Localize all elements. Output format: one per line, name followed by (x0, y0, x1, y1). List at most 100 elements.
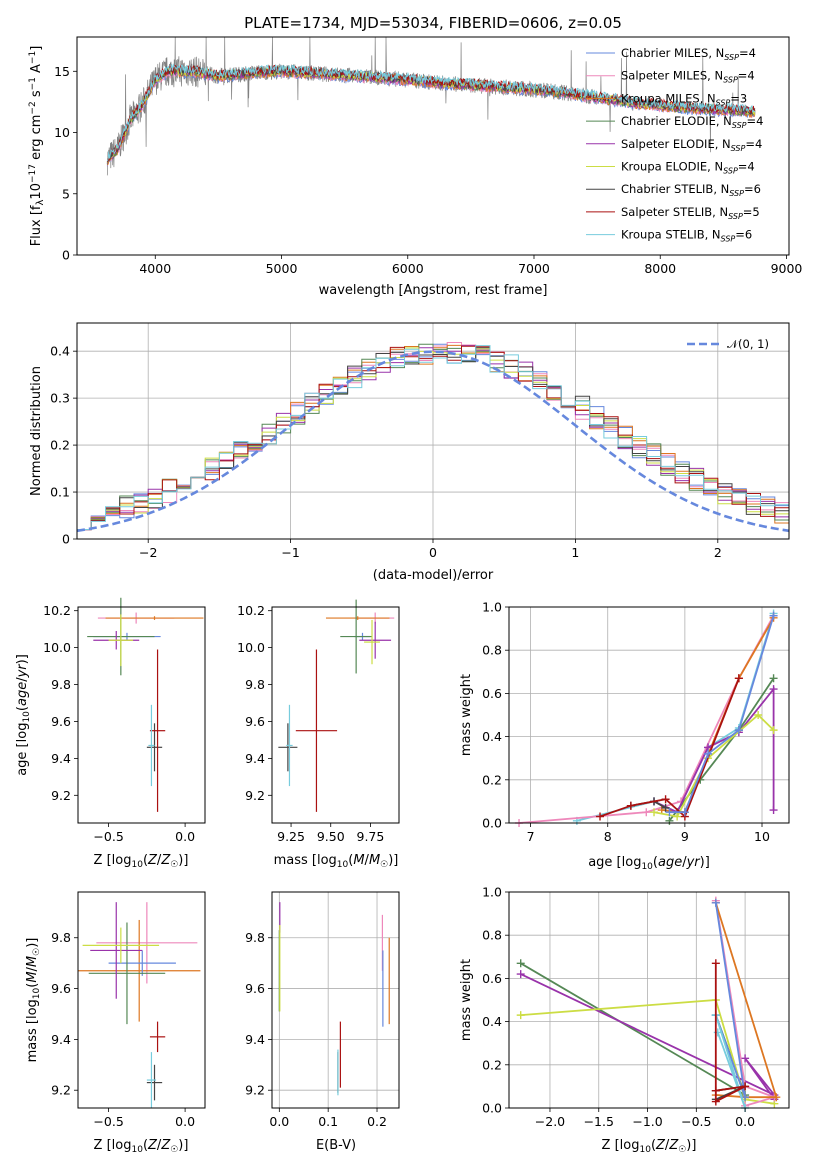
mass-weight-marker (596, 812, 605, 821)
mass-weight-vs-Z-ytick-label: 0.4 (482, 1014, 502, 1029)
spectrum-legend-label: Chabrier STELIB, NSSP=6 (621, 182, 761, 198)
mass-vs-EBV-ytick-label: 9.8 (245, 930, 265, 945)
spectrum-ytick-label: 10 (54, 125, 70, 140)
age-vs-mass-xtick-label: 9.75 (357, 829, 385, 844)
residuals-panel: −2 −1 0 1 2 0 0.1 0.2 0.3 0.4 𝒩(0, 1) (data-model… (29, 322, 790, 583)
mass-weight-marker (673, 812, 682, 821)
errorbar-point (105, 616, 204, 620)
mass-weight-marker (680, 808, 689, 817)
residuals-xtick-label: 2 (714, 545, 722, 560)
mass-weight-vs-Z-ytick-label: 0.8 (482, 928, 502, 943)
mass-weight-marker (650, 808, 659, 817)
spectrum-legend-label: Kroupa ELODIE, NSSP=4 (621, 160, 755, 176)
errorbar-point (295, 649, 338, 812)
mass-weight-marker (754, 711, 763, 719)
mass-weight-vs-age-ytick-label: 0.4 (482, 729, 502, 744)
mass-weight-vs-age-ytick-label: 0.6 (482, 686, 502, 701)
mass-weight-vs-Z-ytick-label: 0.6 (482, 971, 502, 986)
mass-weight-marker (516, 1011, 525, 1020)
mass-weight-marker (665, 808, 674, 817)
mass-weight-marker (711, 1086, 720, 1095)
mass-weight-vs-Z-xtick-label: −1.0 (632, 1114, 662, 1129)
residuals-ytick-label: 0.3 (50, 391, 70, 406)
mass-weight-marker (665, 816, 674, 825)
age-vs-Z-ylabel: age [log10(age/yr)] (15, 654, 32, 776)
errorbar-point (82, 927, 160, 964)
mass-vs-EBV-ytick-label: 9.2 (245, 1083, 265, 1098)
mass-weight-vs-age-ylabel: mass weight (459, 674, 474, 756)
spectrum-legend-label: Salpeter STELIB, NSSP=5 (621, 205, 760, 221)
spectrum-xtick-label: 7000 (518, 261, 550, 276)
spectrum-legend-label: Salpeter ELODIE, NSSP=4 (621, 137, 762, 153)
errorbar-point (108, 950, 176, 976)
mass-weight-marker (769, 674, 778, 683)
errorbar-point (149, 1021, 166, 1053)
normal-curve (76, 350, 790, 533)
age-vs-Z-ytick-label: 9.4 (51, 751, 71, 766)
mass-weight-marker (516, 970, 525, 979)
residuals-ytick-label: 0.4 (50, 344, 70, 359)
mass-weight-marker (769, 611, 778, 620)
mass-weight-vs-Z-ytick-label: 0.0 (482, 1101, 502, 1116)
age-vs-mass-xtick-label: 9.50 (317, 829, 345, 844)
spectrum-panel: 4000 5000 6000 7000 8000 9000 0 5 10 15 Chabrier … (28, 36, 803, 298)
age-vs-Z-xtick-label: −0.5 (93, 829, 123, 844)
mass-vs-Z-ylabel: mass [log10(M/M☉)] (25, 938, 42, 1063)
mass-vs-Z-xlabel: Z [log10(Z/Z☉)] (94, 1138, 189, 1155)
spectrum-xtick-label: 9000 (771, 261, 803, 276)
age-vs-mass-ytick-label: 9.2 (245, 788, 265, 803)
mass-weight-marker (711, 1097, 720, 1106)
mass-weight-marker (516, 959, 525, 968)
mass-weight-vs-age-ytick-label: 0.0 (482, 816, 502, 831)
residuals-ytick-label: 0.1 (50, 485, 70, 500)
mass-weight-marker (661, 803, 670, 812)
mass-weight-vs-Z-panel: −2.0 −1.5 −1.0 −0.5 0.0 0.0 0.2 0.4 0.6 0.8 1.0 Z … (459, 885, 790, 1155)
age-vs-Z-ytick-label: 9.8 (51, 677, 71, 692)
mass-weight-vs-Z-ytick-label: 0.2 (482, 1057, 502, 1072)
mass-weight-vs-age-ytick-label: 1.0 (482, 600, 502, 615)
mass-weight-vs-Z-ytick-label: 1.0 (482, 885, 502, 900)
mass-weight-marker (769, 806, 778, 815)
mass-vs-EBV-ytick-label: 9.6 (245, 981, 265, 996)
errorbar-point (325, 616, 390, 620)
spectrum-frame (76, 36, 790, 256)
mass-vs-Z-frame (77, 891, 206, 1109)
mass-weight-vs-Z-xtick-label: −2.0 (535, 1114, 565, 1129)
residuals-ytick-label: 0 (62, 532, 70, 547)
mass-vs-EBV-panel: 0.0 0.1 0.2 9.2 9.4 9.6 9.8 E(B-V) (245, 891, 400, 1153)
age-vs-mass-frame (271, 606, 400, 824)
mass-weight-vs-age-ytick-label: 0.8 (482, 643, 502, 658)
errorbar-point (88, 922, 166, 1025)
age-vs-Z-xtick-label: 0.0 (175, 829, 195, 844)
mass-vs-EBV-frame (271, 891, 400, 1109)
age-vs-mass-ytick-label: 9.8 (245, 677, 265, 692)
errorbar-point (146, 723, 163, 772)
mass-vs-Z-ytick-label: 9.8 (51, 930, 71, 945)
age-vs-mass-ytick-label: 9.4 (245, 751, 265, 766)
mass-weight-vs-Z-ylabel: mass weight (459, 959, 474, 1041)
age-vs-Z-xlabel: Z [log10(Z/Z☉)] (94, 853, 189, 870)
mass-vs-Z-xtick-label: 0.0 (175, 1114, 195, 1129)
mass-weight-marker (741, 1082, 750, 1091)
residuals-xtick-label: −2 (139, 545, 157, 560)
residuals-legend: 𝒩(0, 1) (687, 337, 769, 351)
age-vs-mass-panel: 9.25 9.50 9.75 9.2 9.4 9.6 9.8 10.0 10.2 mass [l… (237, 599, 400, 870)
spectrum-xtick-label: 8000 (644, 261, 676, 276)
model-spectrum-line (106, 63, 756, 162)
spectrum-xtick-label: 5000 (266, 261, 298, 276)
age-vs-mass-xtick-label: 9.25 (277, 829, 305, 844)
errorbar-point (278, 723, 298, 772)
mass-weight-marker (711, 898, 720, 907)
mass-vs-Z-ytick-label: 9.4 (51, 1032, 71, 1047)
errorbar-point (364, 619, 380, 665)
mass-weight-vs-age-xtick-label: 7 (527, 829, 535, 844)
errorbar-point (148, 704, 155, 787)
mass-vs-EBV-ytick-label: 9.4 (245, 1032, 265, 1047)
spectrum-ytick-label: 0 (62, 248, 70, 263)
residuals-ylabel: Normed distribution (29, 366, 44, 496)
spectrum-legend-label: Chabrier ELODIE, NSSP=4 (621, 114, 763, 130)
mass-weight-marker (704, 749, 713, 758)
mass-weight-line (653, 686, 775, 814)
age-vs-Z-ytick-label: 10.2 (43, 603, 71, 618)
